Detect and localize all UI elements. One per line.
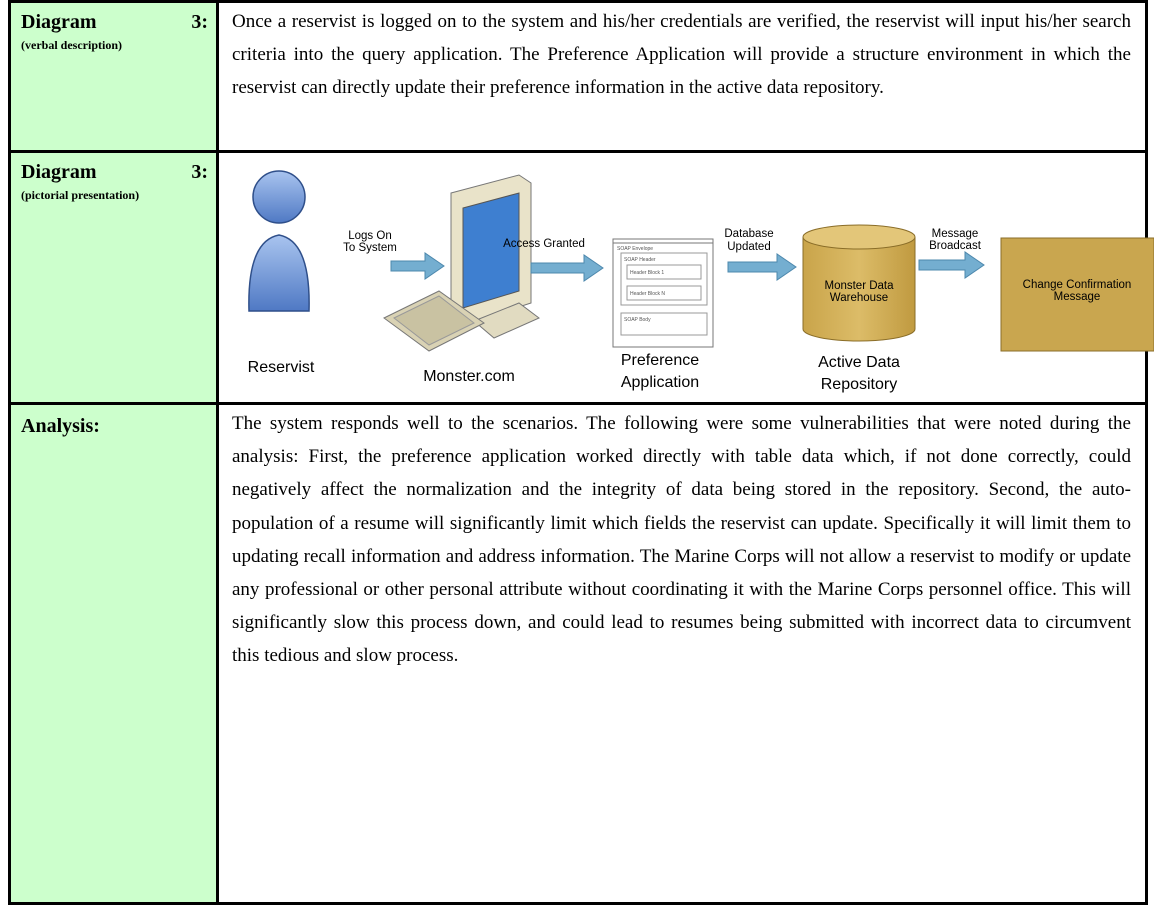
node-text: Message	[1054, 291, 1101, 303]
paragraph: The system responds well to the scenario…	[232, 413, 1131, 667]
arrow-label: Updated	[727, 241, 770, 253]
paragraph: Once a reservist is logged on to the sys…	[232, 11, 1131, 99]
person-icon	[248, 170, 310, 312]
row: Diagram 3: (verbal description) Once a r…	[8, 0, 1148, 153]
arrow-label: Broadcast	[929, 240, 982, 252]
arrows	[390, 251, 985, 282]
arrow	[390, 252, 445, 280]
row-label: Diagram 3:	[21, 11, 208, 33]
node-text: Change Confirmation	[1023, 279, 1132, 291]
label-cell: Diagram 3: (pictorial presentation)	[8, 150, 219, 405]
message-box	[1000, 237, 1154, 352]
node-label: Monster.com	[423, 368, 515, 385]
document-icon	[612, 238, 714, 348]
doc-text: Header Block 1	[630, 270, 664, 276]
node-text: Monster Data	[824, 280, 894, 292]
row-label: Analysis:	[21, 415, 100, 437]
label-cell: Diagram 3: (verbal description)	[8, 0, 219, 153]
row-label: Diagram 3:	[21, 161, 208, 183]
row-sublabel: (pictorial presentation)	[21, 188, 140, 202]
node-label: Repository	[821, 376, 897, 393]
node-text: Warehouse	[830, 292, 888, 304]
doc-text: Header Block N	[630, 291, 665, 297]
doc-text: SOAP Body	[624, 317, 651, 323]
arrow-label: Logs On	[348, 230, 391, 242]
diagram: Reservist Monster.com SOAP Envelope SOAP…	[248, 170, 1154, 393]
text-cell: The system responds well to the scenario…	[216, 402, 1148, 905]
node-label: Preference	[621, 352, 699, 369]
text-cell: Once a reservist is logged on to the sys…	[216, 0, 1148, 153]
doc-text: SOAP Header	[624, 257, 656, 263]
row-sublabel: (verbal description)	[21, 38, 122, 52]
node-label: Active Data	[818, 354, 900, 371]
database-icon	[802, 224, 916, 342]
arrow-label: Database	[724, 228, 773, 240]
node-label: Reservist	[248, 359, 315, 376]
arrow-label: Message	[932, 228, 979, 240]
row: Diagram 3: (pictorial presentation) Rese…	[8, 150, 1154, 405]
computer-icon	[383, 174, 540, 352]
node-label: Application	[621, 374, 699, 391]
arrow-label: To System	[343, 242, 397, 254]
doc-text: SOAP Envelope	[617, 246, 653, 252]
arrow-label: Access Granted	[503, 238, 585, 250]
arrow	[530, 254, 604, 282]
table: Diagram 3: (verbal description) Once a r…	[8, 0, 1154, 905]
label-cell: Analysis:	[8, 402, 219, 905]
arrow	[727, 253, 797, 281]
row: Analysis: The system responds well to th…	[8, 402, 1148, 905]
document: Diagram 3: (verbal description) Once a r…	[8, 0, 1154, 905]
diagram-cell: Reservist Monster.com SOAP Envelope SOAP…	[216, 150, 1154, 405]
arrow	[918, 251, 985, 279]
